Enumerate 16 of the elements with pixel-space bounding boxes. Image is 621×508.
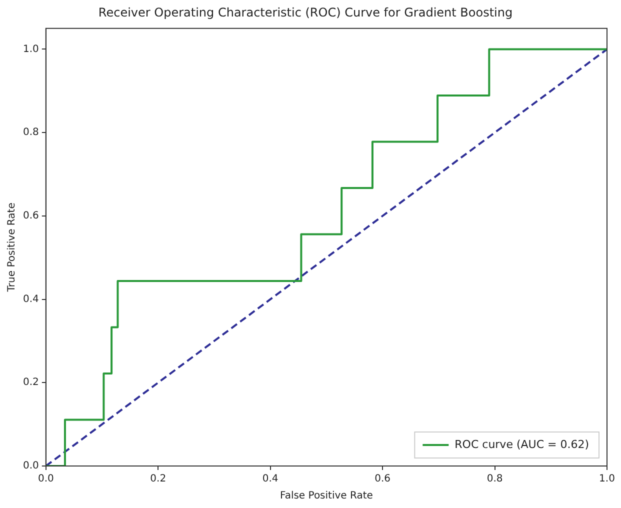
x-tick-label: 0.4	[262, 474, 278, 485]
y-tick-label: 0.2	[22, 377, 39, 388]
x-tick-label: 0.6	[374, 474, 391, 485]
x-tick-label: 0.0	[38, 474, 54, 485]
chart-title: Receiver Operating Characteristic (ROC) Curve for Gradient Boosting	[98, 5, 513, 20]
y-tick-label: 0.6	[22, 210, 39, 222]
y-axis-title: True Positive Rate	[6, 202, 18, 293]
x-tick-label: 0.2	[150, 474, 166, 485]
y-tick-label: 0.0	[22, 460, 39, 472]
legend-label: ROC curve (AUC = 0.62)	[454, 438, 590, 451]
y-tick-label: 1.0	[22, 44, 39, 55]
y-tick-label: 0.8	[22, 127, 39, 138]
y-tick-label: 0.4	[22, 294, 39, 305]
x-axis-title: False Positive Rate	[280, 490, 373, 502]
x-tick-label: 1.0	[599, 474, 615, 485]
x-tick-label: 0.8	[486, 474, 503, 485]
